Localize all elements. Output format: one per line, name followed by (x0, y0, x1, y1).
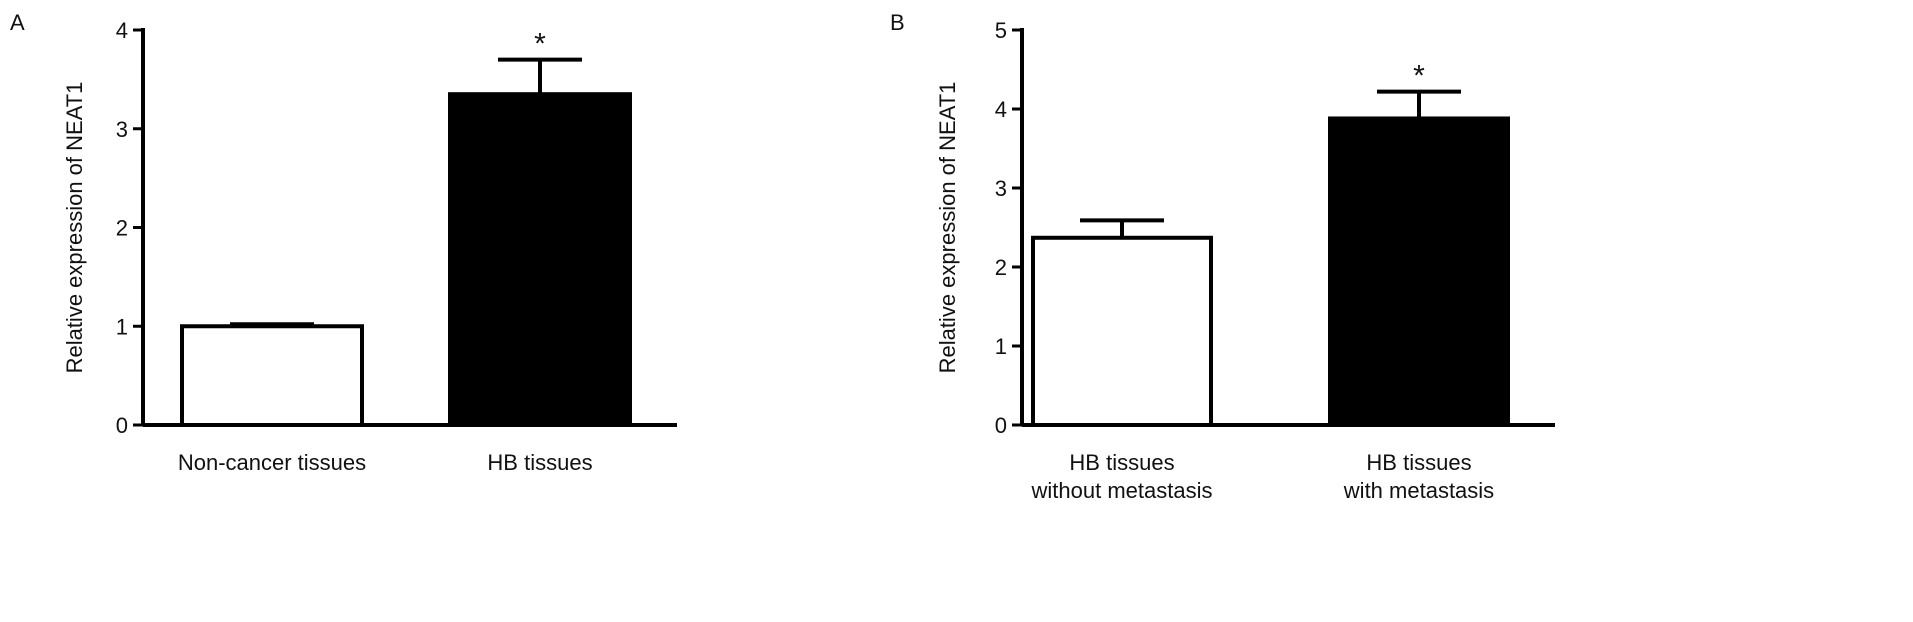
panel-a: A Relative expression of NEAT1 Non-cancer … (10, 10, 677, 475)
y-tick-label: 1 (995, 334, 1007, 359)
y-tick-label: 5 (995, 18, 1007, 43)
bar (1328, 116, 1510, 427)
y-tick-label: 0 (116, 413, 128, 438)
category-label: HB tissues (487, 450, 592, 475)
bar (180, 324, 364, 427)
y-axis-title: Relative expression of NEAT1 (62, 82, 87, 374)
bar (1031, 235, 1213, 427)
y-tick-label: 2 (995, 255, 1007, 280)
y-axis-title: Relative expression of NEAT1 (935, 82, 960, 374)
y-tick-label: 0 (995, 413, 1007, 438)
y-tick-label: 1 (116, 314, 128, 339)
category-label: HB tissues (1069, 450, 1174, 475)
bar (448, 92, 632, 427)
panel-letter: A (10, 10, 25, 35)
y-tick-label: 4 (116, 18, 128, 43)
category-label: without metastasis (1031, 478, 1213, 503)
panel-b: B Relative expression of NEAT1 HB tissues w… (890, 10, 1555, 503)
significance-marker: * (534, 28, 546, 61)
y-tick-label: 3 (116, 117, 128, 142)
category-label: HB tissues (1366, 450, 1471, 475)
panel-letter: B (890, 10, 905, 35)
y-tick-label: 4 (995, 97, 1007, 122)
y-tick-label: 3 (995, 176, 1007, 201)
y-tick-label: 2 (116, 216, 128, 241)
category-label: with metastasis (1343, 478, 1494, 503)
category-label: Non-cancer tissues (178, 450, 366, 475)
significance-marker: * (1413, 60, 1425, 93)
